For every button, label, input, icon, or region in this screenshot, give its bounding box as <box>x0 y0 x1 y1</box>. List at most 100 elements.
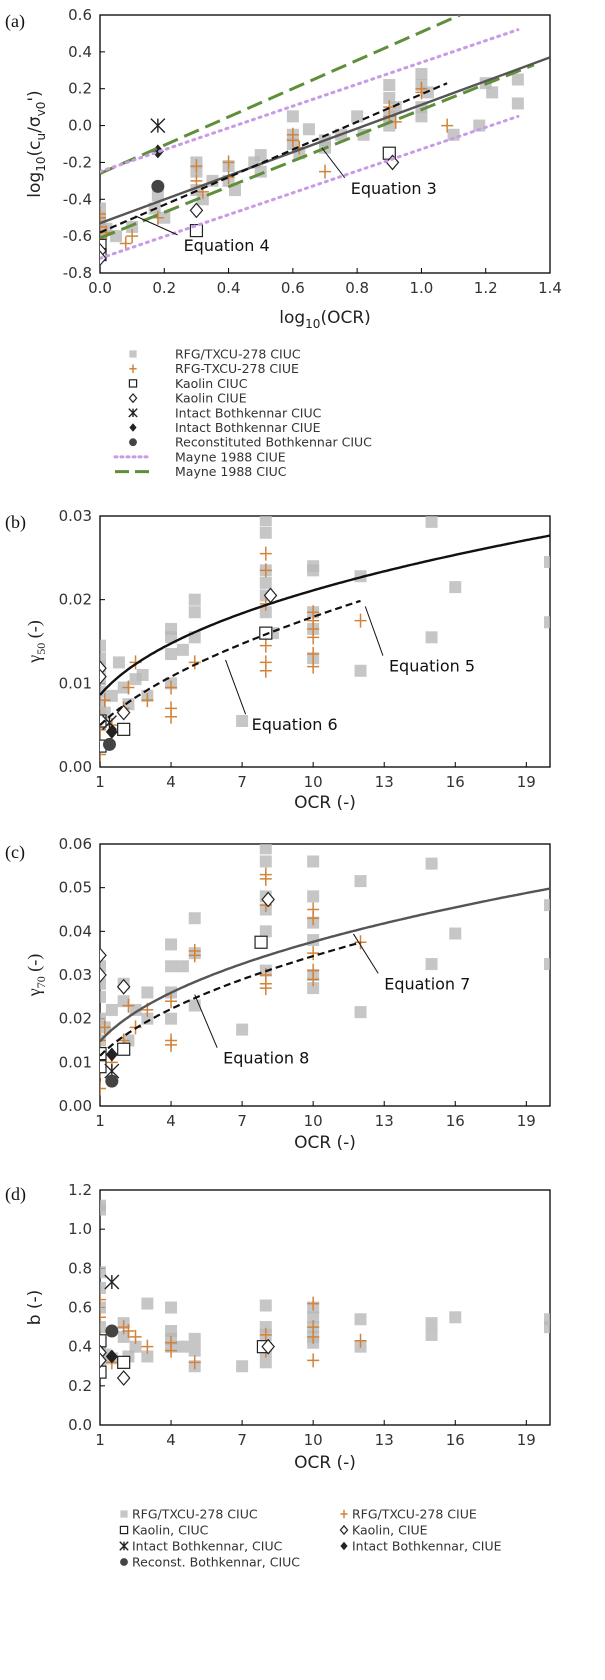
ciue-plus-marker <box>129 1329 142 1344</box>
plot-area <box>100 1199 550 1386</box>
ciue-plus-marker <box>259 563 272 578</box>
legend-label: Mayne 1988 CIUC <box>175 464 287 479</box>
kaolin-ciuc-square-marker <box>100 238 107 252</box>
ciue-plus-marker <box>100 1292 106 1307</box>
ciue-plus-marker <box>188 655 201 670</box>
ciuc-square-marker <box>425 1317 438 1330</box>
kaolin-ciuc-square-marker <box>128 379 138 388</box>
x-tick-label: 0.8 <box>345 279 369 297</box>
ciuc-square-marker <box>176 1340 189 1353</box>
ciuc-square-marker <box>259 516 272 527</box>
intact-ciue-diamond-marker <box>105 1047 118 1062</box>
intact-ciuc-asterisk-marker <box>104 1274 120 1290</box>
ciue-plus-marker <box>307 946 320 961</box>
legend-panel-d: RFG/TXCU-278 CIUC RFG/TXCU-278 CIUEKaolin… <box>119 1507 502 1570</box>
series-orange-plus <box>100 867 367 1096</box>
plot-area <box>100 15 550 267</box>
ciuc-square-marker <box>307 890 320 903</box>
y-axis-label: γ70 (-) <box>24 954 48 997</box>
series-filled-diamond <box>105 1349 118 1364</box>
ciuc-square-marker <box>236 1023 249 1036</box>
ciuc-square-marker <box>105 689 118 702</box>
ciue-plus-marker <box>141 1339 154 1354</box>
kaolin-ciue-diamond-marker <box>189 202 204 219</box>
ciuc-square-marker <box>141 1297 154 1310</box>
ciuc-square-marker <box>307 1311 320 1324</box>
legend-label: Intact Bothkennar, CIUC <box>132 1539 283 1554</box>
y-tick-label: 0.05 <box>59 879 92 897</box>
ciue-plus-marker <box>100 1033 106 1048</box>
ciuc-square-marker <box>425 1328 438 1341</box>
y-tick-label: 0.00 <box>59 1097 92 1115</box>
ciue-plus-marker <box>307 647 320 662</box>
series-asterisk <box>150 118 166 134</box>
ciue-plus-marker <box>188 943 201 958</box>
ciue-plus-marker <box>307 630 320 645</box>
x-tick-label: 0.6 <box>281 279 305 297</box>
kaolin-ciue-diamond-marker <box>116 704 131 721</box>
y-axis-label-rest: (-) <box>24 620 45 642</box>
annotation-label: Equation 5 <box>389 657 475 676</box>
ciuc-square-marker <box>254 149 267 162</box>
kaolin-ciue-diamond-marker <box>261 1338 275 1355</box>
legend-label: RFG-TXCU-278 CIUE <box>175 361 299 376</box>
ciuc-square-marker <box>544 616 550 629</box>
ciuc-square-marker <box>486 86 499 99</box>
kaolin-ciue-diamond-marker <box>100 668 107 685</box>
ciuc-square-marker <box>425 958 438 971</box>
ciuc-square-marker <box>100 1348 111 1361</box>
annotation-label: Equation 3 <box>351 179 437 198</box>
kaolin-ciue-diamond-marker <box>100 967 107 983</box>
ciue-plus-marker <box>122 1324 135 1338</box>
y-tick-label: 0.03 <box>59 966 92 984</box>
y-axis-label: γ50 (-) <box>24 620 48 663</box>
ciuc-square-marker <box>129 1340 142 1353</box>
y-axis-label-part: (c <box>25 141 45 157</box>
x-axis-label: OCR (-) <box>294 1453 356 1473</box>
reconstituted-ciuc-circle-marker <box>120 1558 128 1566</box>
x-tick-label: 1.2 <box>474 279 498 297</box>
ciue-plus-marker <box>165 680 178 695</box>
legend-label: Intact Bothkennar, CIUE <box>352 1539 502 1554</box>
ciue-plus-marker <box>319 164 331 179</box>
panel-label: (d) <box>5 1184 26 1205</box>
ciuc-square-marker <box>141 986 154 999</box>
y-tick-label: 0.6 <box>68 1299 92 1317</box>
x-tick-label: 10 <box>304 773 323 791</box>
y-tick-label: 0.00 <box>59 758 92 776</box>
ciuc-square-marker <box>112 656 125 669</box>
reconstituted-ciuc-circle-marker <box>105 1074 119 1088</box>
y-tick-label: -0.6 <box>63 227 92 245</box>
ciue-plus-marker <box>307 1353 320 1368</box>
y-axis-label-sub: v0 <box>34 102 48 117</box>
y-axis-label-sub: u <box>34 133 48 141</box>
x-tick-label: 0.0 <box>88 279 112 297</box>
x-tick-label: 1 <box>95 773 105 791</box>
x-tick-label: 19 <box>517 1112 536 1130</box>
ciuc-square-marker <box>100 960 106 973</box>
y-tick-label: 0.6 <box>68 6 92 24</box>
ciuc-square-marker <box>259 1299 272 1312</box>
ciuc-square-marker <box>100 1266 106 1279</box>
ciue-plus-marker <box>100 207 106 222</box>
ciuc-square-marker <box>544 556 550 569</box>
y-tick-label: 0.06 <box>59 835 92 853</box>
y-tick-label: 0.02 <box>59 591 92 609</box>
x-tick-label: 1.4 <box>538 279 562 297</box>
ciuc-square-marker <box>126 220 139 233</box>
kaolin-ciuc-square-marker <box>100 1060 107 1074</box>
y-axis-label-sub: 10 <box>34 156 48 171</box>
annotation-label: Equation 6 <box>252 715 338 734</box>
ciue-plus-marker <box>354 935 367 950</box>
legend-label: Kaolin CIUE <box>175 391 247 406</box>
y-tick-label: 1.2 <box>68 1181 92 1199</box>
kaolin-ciuc-square-marker <box>119 1525 129 1535</box>
ciue-plus-marker <box>354 613 367 628</box>
y-axis-label-base: γ <box>24 988 44 997</box>
ciue-plus-marker <box>100 219 106 234</box>
ciuc-square-marker <box>354 875 367 888</box>
ciuc-square-marker <box>259 925 272 938</box>
annotation-leader-line <box>364 606 384 656</box>
panel-label: (a) <box>5 11 25 32</box>
